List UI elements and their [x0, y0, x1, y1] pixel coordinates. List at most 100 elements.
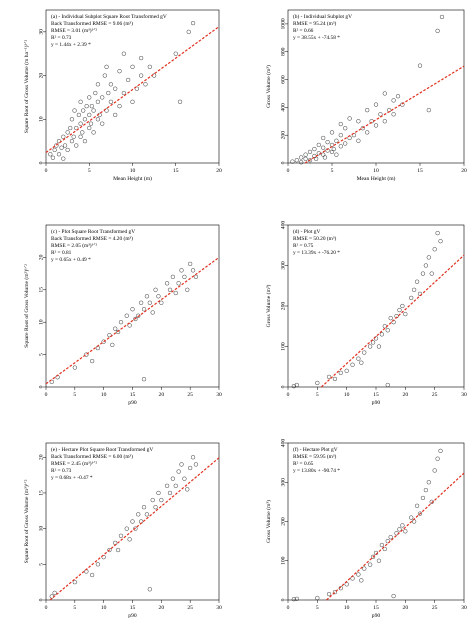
data-point [177, 99, 183, 104]
data-point [164, 483, 170, 488]
y-tick-label: 1000 [280, 18, 286, 29]
y-tick-label: 0 [38, 598, 44, 601]
x-tick-label: 0 [287, 168, 290, 174]
data-point [179, 268, 184, 273]
x-tick-label: 25 [432, 605, 438, 611]
data-point [49, 594, 54, 599]
annotation-line: (c) - Plot Square Root Transformed gV [51, 228, 135, 235]
data-point [356, 356, 361, 361]
annotation-line: y = 0.68x + -0.47 * [51, 475, 93, 481]
data-point [190, 268, 196, 273]
data-point [74, 143, 79, 148]
y-axis-label: Square Root of Gross Volume (m ha⁻¹)¹ᐟ² [23, 39, 30, 133]
data-point [156, 294, 161, 299]
y-tick-label: 5 [38, 353, 44, 356]
y-axis-label: Square Root of Gross Volume (m³)¹ᐟ² [23, 479, 30, 563]
data-point [350, 362, 355, 367]
data-point [95, 82, 101, 87]
data-point [167, 287, 173, 292]
data-point [391, 593, 396, 599]
data-point [101, 555, 106, 560]
data-point [117, 104, 122, 109]
data-point [294, 382, 299, 388]
data-point [62, 143, 68, 148]
data-point [144, 294, 150, 299]
data-point [334, 152, 339, 157]
data-point [303, 152, 308, 157]
data-point [426, 480, 431, 485]
data-point [90, 572, 95, 578]
x-tick-label: 5 [331, 168, 334, 174]
y-tick-label: 600 [280, 75, 286, 84]
data-point [121, 90, 126, 96]
data-point [186, 29, 191, 34]
x-tick-label: 5 [73, 392, 76, 398]
data-point [321, 152, 326, 157]
data-point [373, 102, 379, 107]
data-point [173, 483, 178, 488]
annotation-line: (a) - Individual Subplot Square Root Tra… [51, 13, 167, 20]
x-axis-label: p90 [128, 400, 137, 406]
data-point [87, 125, 92, 131]
x-tick-label: 5 [88, 168, 91, 174]
data-point [435, 230, 440, 236]
data-point [107, 333, 112, 338]
data-point [130, 519, 135, 524]
data-point [65, 130, 70, 135]
y-tick-label: 300 [280, 478, 286, 487]
data-point [52, 147, 57, 153]
data-point [78, 134, 83, 139]
data-point [182, 274, 187, 279]
x-tick-label: 15 [173, 168, 179, 174]
data-point [74, 125, 79, 131]
data-point [185, 487, 190, 492]
y-tick-label: 30 [38, 29, 44, 35]
annotation-line: Back Transformed RMSE = 6.00 (m³) [51, 453, 133, 460]
data-point [420, 495, 426, 501]
data-point [400, 523, 405, 528]
data-point [84, 352, 89, 357]
data-point [400, 303, 405, 309]
data-point [314, 156, 319, 161]
data-point [68, 125, 73, 131]
data-point [329, 149, 335, 154]
data-point [81, 108, 86, 113]
x-axis-label: Mean Height (m) [357, 175, 396, 182]
data-point [159, 497, 164, 503]
data-point [423, 263, 428, 268]
data-point [167, 490, 173, 496]
y-tick-label: 20 [38, 73, 44, 79]
data-point [95, 562, 101, 567]
data-point [356, 119, 361, 124]
x-tick-label: 20 [403, 605, 409, 611]
data-point [173, 51, 178, 56]
data-point [370, 340, 376, 345]
data-point [72, 108, 77, 113]
annotation-line: (f) - Hectare Plot gV [293, 446, 338, 453]
fit-line [45, 26, 220, 154]
data-point [321, 145, 326, 150]
data-point [368, 344, 373, 349]
data-point [435, 28, 440, 33]
data-point [147, 587, 152, 592]
data-point [326, 591, 332, 597]
data-point [325, 140, 330, 145]
data-point [141, 307, 147, 312]
data-point [321, 135, 326, 141]
data-point [59, 145, 64, 150]
y-tick-label: 0 [38, 161, 44, 164]
panel-2: 0 5 10 15 20 25 30 0 5 10 15 20 p90 Square Root of Gr… [23, 224, 222, 406]
data-point [91, 108, 96, 113]
data-point [391, 98, 396, 103]
data-point [426, 255, 431, 260]
y-tick-label: 200 [280, 131, 286, 140]
data-point [379, 332, 384, 337]
annotation-line: y = 13.39x + -76.20 * [293, 250, 340, 256]
data-point [95, 99, 101, 104]
data-point [82, 117, 88, 122]
data-point [315, 595, 320, 601]
y-tick-label: 10 [38, 319, 44, 325]
data-point [110, 342, 115, 348]
fit-line [49, 457, 220, 601]
data-point [136, 512, 141, 517]
